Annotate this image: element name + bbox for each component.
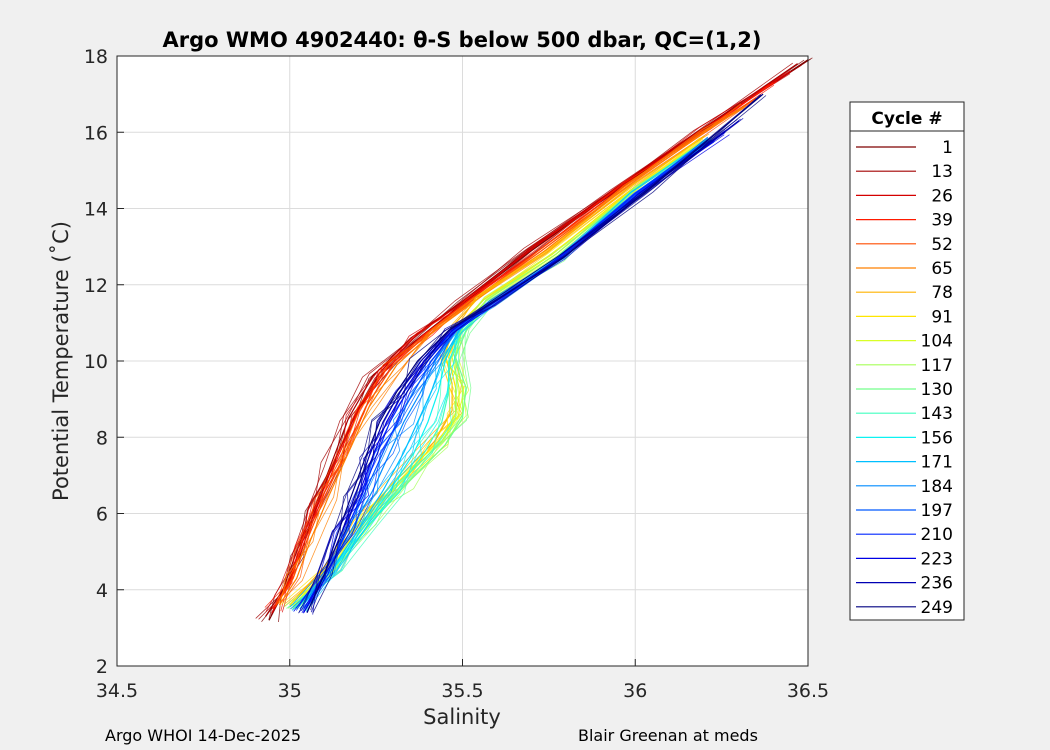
series-profile bbox=[298, 94, 762, 614]
footer-right: Blair Greenan at meds bbox=[578, 726, 758, 745]
legend-entry: 223 bbox=[856, 549, 953, 569]
x-tick-label: 36.5 bbox=[787, 680, 829, 702]
legend-entry: 104 bbox=[856, 332, 953, 352]
legend-entry: 184 bbox=[856, 477, 953, 497]
legend-entry: 130 bbox=[856, 380, 953, 400]
legend-entry: 65 bbox=[856, 259, 953, 279]
x-tick-label: 35 bbox=[278, 680, 302, 702]
legend-label: 39 bbox=[931, 211, 953, 231]
y-tick-label: 12 bbox=[84, 275, 108, 297]
legend-label: 156 bbox=[921, 428, 953, 448]
legend-entry: 210 bbox=[856, 525, 953, 545]
x-axis-label: Salinity bbox=[423, 705, 501, 729]
legend-title: Cycle # bbox=[871, 109, 942, 129]
series-profile bbox=[265, 70, 791, 612]
legend-label: 249 bbox=[921, 598, 953, 618]
legend-entry: 13 bbox=[856, 162, 953, 182]
legend-label: 26 bbox=[931, 186, 953, 206]
legend-label: 52 bbox=[931, 235, 953, 255]
legend-label: 223 bbox=[921, 549, 953, 569]
legend-entry: 143 bbox=[856, 404, 953, 424]
y-tick-label: 2 bbox=[96, 656, 108, 678]
series-profile bbox=[301, 118, 738, 612]
legend-label: 78 bbox=[931, 283, 953, 303]
legend-label: 236 bbox=[921, 574, 953, 594]
data-series bbox=[255, 57, 813, 623]
legend-entries: 1 13 26 39 52 65 78 91 104 117 130 143 156 171 184 197 2… bbox=[856, 138, 953, 618]
legend: Cycle # 1 13 26 39 52 65 78 91 104 117 130 143 156 17… bbox=[849, 101, 965, 621]
legend-label: 210 bbox=[921, 525, 953, 545]
series-profile bbox=[279, 107, 741, 607]
series-profile bbox=[291, 139, 712, 611]
legend-label: 65 bbox=[931, 259, 953, 279]
legend-entry: 91 bbox=[856, 307, 953, 327]
series-cycle-65 bbox=[277, 103, 747, 607]
series-cycle-249 bbox=[298, 93, 767, 614]
legend-label: 130 bbox=[921, 380, 953, 400]
series-profile bbox=[307, 130, 726, 610]
y-tick-label: 4 bbox=[96, 580, 108, 602]
series-profile bbox=[312, 94, 761, 613]
series-profile bbox=[312, 117, 744, 615]
y-tick-label: 18 bbox=[84, 46, 108, 68]
x-axis-ticks: 34.5 35 35.5 36 36.5 bbox=[96, 659, 829, 702]
footer-left: Argo WHOI 14-Dec-2025 bbox=[105, 726, 301, 745]
y-tick-label: 6 bbox=[96, 504, 108, 526]
legend-entry: 52 bbox=[856, 235, 953, 255]
y-tick-label: 14 bbox=[84, 199, 108, 221]
x-tick-label: 36 bbox=[623, 680, 647, 702]
series-line bbox=[278, 105, 747, 606]
legend-entry: 236 bbox=[856, 574, 953, 594]
legend-label: 104 bbox=[921, 332, 953, 352]
y-axis-ticks: 2 4 6 8 10 12 14 16 18 bbox=[84, 46, 124, 678]
y-axis-label: Potential Temperature (˚C) bbox=[49, 221, 73, 501]
chart-title: Argo WMO 4902440: θ-S below 500 dbar, QC… bbox=[163, 28, 762, 52]
series-profile bbox=[289, 139, 709, 608]
legend-label: 13 bbox=[931, 162, 953, 182]
legend-entry: 1 bbox=[856, 138, 953, 158]
x-tick-label: 34.5 bbox=[96, 680, 138, 702]
legend-label: 117 bbox=[921, 356, 953, 376]
legend-entry: 39 bbox=[856, 211, 953, 231]
legend-entry: 197 bbox=[856, 501, 953, 521]
legend-entry: 171 bbox=[856, 453, 953, 473]
legend-label: 91 bbox=[931, 307, 953, 327]
y-tick-label: 16 bbox=[84, 122, 108, 144]
x-tick-label: 35.5 bbox=[441, 680, 483, 702]
legend-label: 171 bbox=[921, 453, 953, 473]
legend-entry: 26 bbox=[856, 186, 953, 206]
legend-entry: 78 bbox=[856, 283, 953, 303]
legend-label: 197 bbox=[921, 501, 953, 521]
legend-entry: 156 bbox=[856, 428, 953, 448]
y-tick-label: 8 bbox=[96, 427, 108, 449]
legend-label: 143 bbox=[921, 404, 953, 424]
legend-label: 1 bbox=[942, 138, 953, 158]
series-profile bbox=[276, 97, 758, 603]
legend-label: 184 bbox=[921, 477, 953, 497]
legend-entry: 117 bbox=[856, 356, 953, 376]
legend-entry: 249 bbox=[856, 598, 953, 618]
y-tick-label: 10 bbox=[84, 351, 108, 373]
series-profile bbox=[278, 103, 742, 604]
